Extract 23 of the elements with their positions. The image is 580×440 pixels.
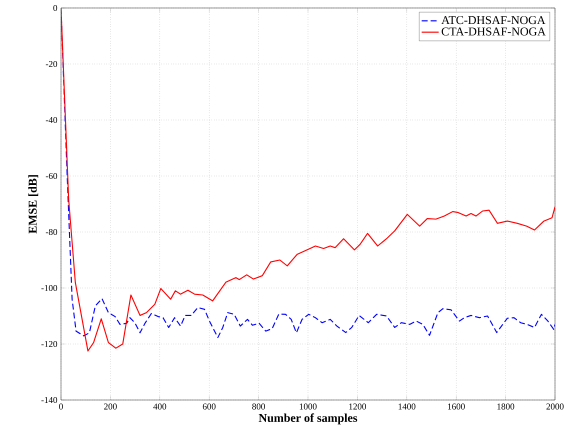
y-tick-label: -20 xyxy=(46,60,58,68)
x-tick-label: 0 xyxy=(59,404,63,410)
x-tick-label: 1200 xyxy=(349,404,366,410)
x-axis-title: Number of samples xyxy=(258,413,358,424)
x-tick-label: 200 xyxy=(104,404,117,410)
y-tick-label: -60 xyxy=(46,172,58,180)
x-tick-label: 1000 xyxy=(300,404,317,410)
y-tick-label: -80 xyxy=(46,228,58,236)
y-tick-label: -40 xyxy=(46,116,58,124)
y-tick-label: 0 xyxy=(53,4,58,12)
x-tick-label: 600 xyxy=(202,404,216,410)
x-tick-label: 1800 xyxy=(497,404,514,410)
x-tick-label: 800 xyxy=(252,404,265,410)
legend-label: CTA-DHSAF-NOGA xyxy=(442,27,546,36)
x-tick-label: 1400 xyxy=(398,404,416,410)
x-tick-label: 2000 xyxy=(546,404,564,410)
legend-label: ATC-DHSAF-NOGA xyxy=(441,16,546,24)
x-tick-label: 1600 xyxy=(448,404,465,410)
y-tick-label: -140 xyxy=(41,396,58,404)
x-tick-label: 400 xyxy=(153,404,166,410)
y-tick-label: -100 xyxy=(41,284,58,292)
y-tick-label: -120 xyxy=(41,340,58,348)
y-axis-title: EMSE [dB] xyxy=(28,175,38,234)
